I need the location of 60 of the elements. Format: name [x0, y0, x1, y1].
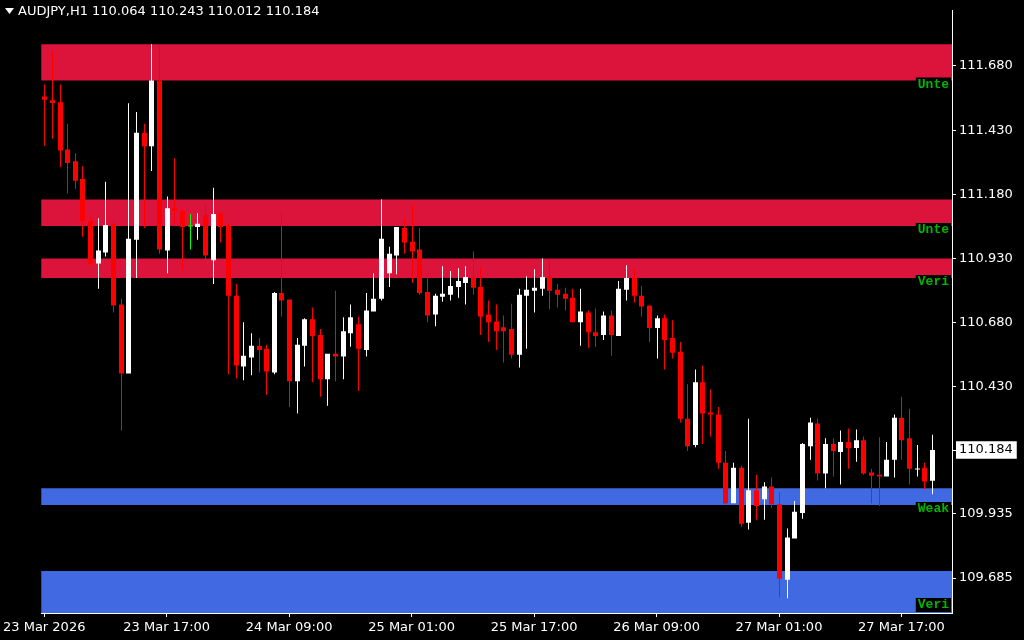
x-tick-label: 24 Mar 09:00 [245, 619, 333, 635]
candlestick [915, 445, 920, 477]
y-tick-label: 109.685 [959, 569, 1013, 585]
candlestick [241, 322, 246, 381]
candlestick [333, 290, 338, 382]
candlestick [172, 158, 177, 224]
candlestick [195, 213, 200, 240]
y-tick-label: 109.935 [959, 505, 1013, 521]
candlestick [448, 271, 453, 301]
x-tick-label: 25 Mar 17:00 [490, 619, 578, 635]
y-tick-label: 110.184 [959, 441, 1013, 457]
candlestick [188, 214, 193, 250]
y-tick-label: 111.180 [959, 185, 1013, 201]
candlestick [831, 438, 836, 477]
band-label: Unte [917, 222, 950, 238]
candlestick [501, 315, 506, 363]
candlestick [877, 437, 882, 506]
candlestick [440, 266, 445, 302]
band-label: Weak [917, 501, 950, 517]
x-tick-label: 27 Mar 01:00 [735, 619, 823, 635]
candlestick [854, 429, 859, 462]
candlestick [142, 123, 147, 228]
candlestick [65, 123, 70, 194]
candlestick [846, 428, 851, 469]
y-tick-label: 110.680 [959, 314, 1013, 330]
candlestick [42, 84, 47, 147]
candlestick [708, 389, 713, 437]
band-label: Veri [917, 597, 950, 613]
candlestick [310, 307, 315, 383]
band-label: Veri [917, 274, 950, 290]
y-tick-label: 110.430 [959, 378, 1013, 394]
candlestick [50, 51, 55, 139]
candlestick [456, 268, 461, 298]
candlestick [593, 308, 598, 347]
x-tick-label: 27 Mar 17:00 [858, 619, 945, 635]
y-tick-label: 110.930 [959, 249, 1013, 265]
candlestick [471, 251, 476, 295]
candlestick [869, 468, 874, 504]
x-tick-label: 23 Mar 17:00 [123, 619, 211, 635]
candlestick [524, 276, 529, 349]
candlestick [555, 283, 560, 308]
band-label: Unte [917, 76, 950, 92]
x-tick-label: 25 Mar 01:00 [368, 619, 456, 635]
candlestick [463, 266, 468, 305]
chart-title: AUDJPY,H1 110.064 110.243 110.012 110.184 [18, 3, 320, 19]
candlestick [486, 300, 491, 342]
candlestick [547, 260, 552, 310]
candlestick [532, 269, 537, 313]
candlestick [279, 212, 284, 317]
candlestick [410, 204, 415, 283]
candlestick [838, 430, 843, 485]
candlestick [494, 304, 499, 350]
y-tick-label: 111.430 [959, 121, 1013, 137]
candlestick [578, 288, 583, 346]
y-tick-label: 111.680 [959, 57, 1013, 73]
candlestick [655, 315, 660, 359]
candlestick [257, 338, 262, 373]
x-tick-label: 26 Mar 09:00 [613, 619, 700, 635]
candlestick [180, 209, 185, 270]
x-tick-label: 23 Mar 2026 [3, 619, 86, 635]
